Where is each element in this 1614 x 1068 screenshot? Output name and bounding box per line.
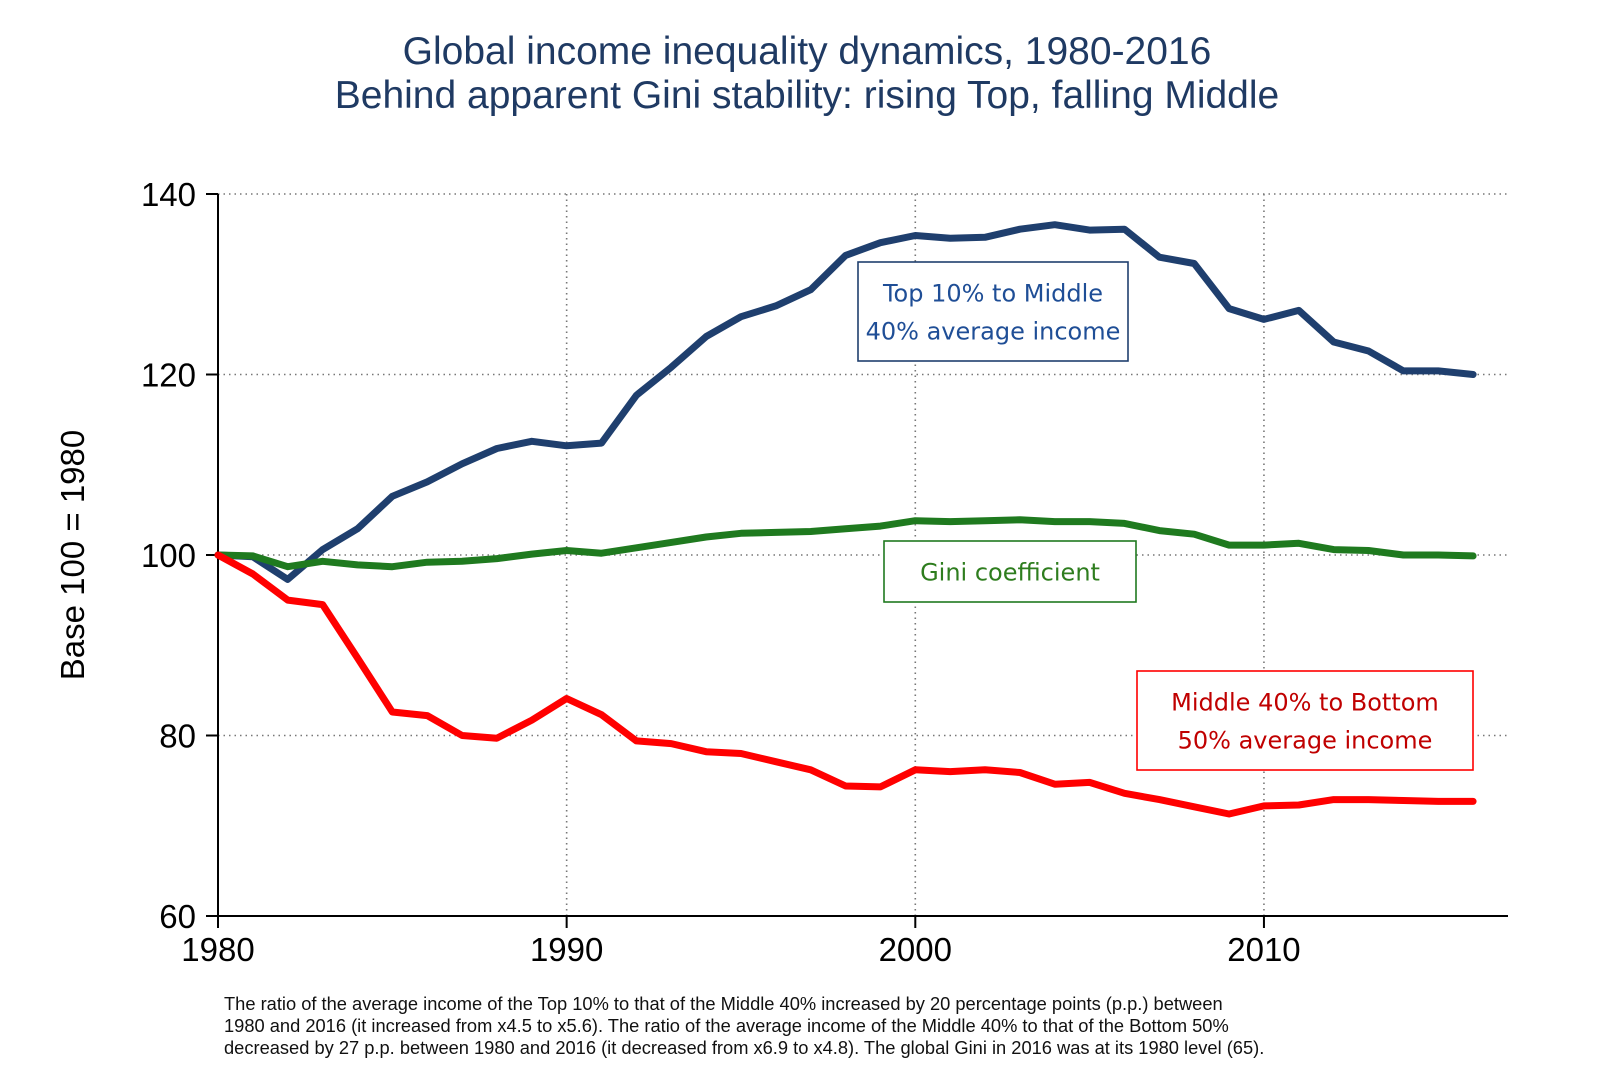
- top10-middle40-line: [214, 221, 1477, 583]
- series-label-text: 40% average income: [866, 318, 1121, 346]
- series-label-text: Middle 40% to Bottom: [1171, 689, 1439, 717]
- x-tick-label: 2010: [1227, 931, 1300, 968]
- series-label-box: [883, 540, 1137, 603]
- middle40-bottom50-label: Middle 40% to Bottom 50% average income: [1136, 670, 1474, 771]
- caption-line: 1980 and 2016 (it increased from x4.5 to…: [224, 1015, 1229, 1036]
- series-label-text: Gini coefficient: [920, 559, 1100, 587]
- series-labels: Top 10% to Middle 40% average income Gini …: [857, 261, 1474, 771]
- series-label-text: Top 10% to Middle: [882, 280, 1103, 308]
- middle40-bottom50-line: [214, 551, 1477, 818]
- caption-line: decreased by 27 p.p. between 1980 and 20…: [224, 1037, 1265, 1058]
- chart-title: Global income inequality dynamics, 1980-…: [402, 30, 1212, 73]
- series-label-box: [1136, 670, 1474, 771]
- chart-subtitle: Behind apparent Gini stability: rising T…: [334, 74, 1280, 117]
- x-tick-label: 2000: [879, 931, 952, 968]
- y-tick-label: 80: [159, 718, 196, 755]
- y-tick-label: 100: [141, 537, 196, 574]
- series-label-box: [857, 261, 1129, 362]
- x-tick-label: 1990: [530, 931, 603, 968]
- chart-caption: The ratio of the average income of the T…: [224, 993, 1574, 1059]
- caption-line: The ratio of the average income of the T…: [224, 993, 1223, 1014]
- axes: 60 80 100 120 140 1980 1990 2000 2010 Base 100 = …: [54, 176, 1508, 968]
- gini-coefficient-label: Gini coefficient: [883, 540, 1137, 603]
- y-tick-label: 60: [159, 898, 196, 935]
- x-tick-label: 1980: [181, 931, 254, 968]
- chart-title-block: Global income inequality dynamics, 1980-…: [0, 30, 1614, 118]
- y-tick-label: 120: [141, 357, 196, 394]
- y-tick-label: 140: [141, 176, 196, 213]
- top10-middle40-label: Top 10% to Middle 40% average income: [857, 261, 1129, 362]
- series-lines: [214, 221, 1477, 818]
- y-axis-title: Base 100 = 1980: [54, 430, 91, 680]
- series-label-text: 50% average income: [1178, 727, 1433, 755]
- gini-coefficient-line: [214, 516, 1477, 571]
- grid-lines: [218, 193, 1508, 916]
